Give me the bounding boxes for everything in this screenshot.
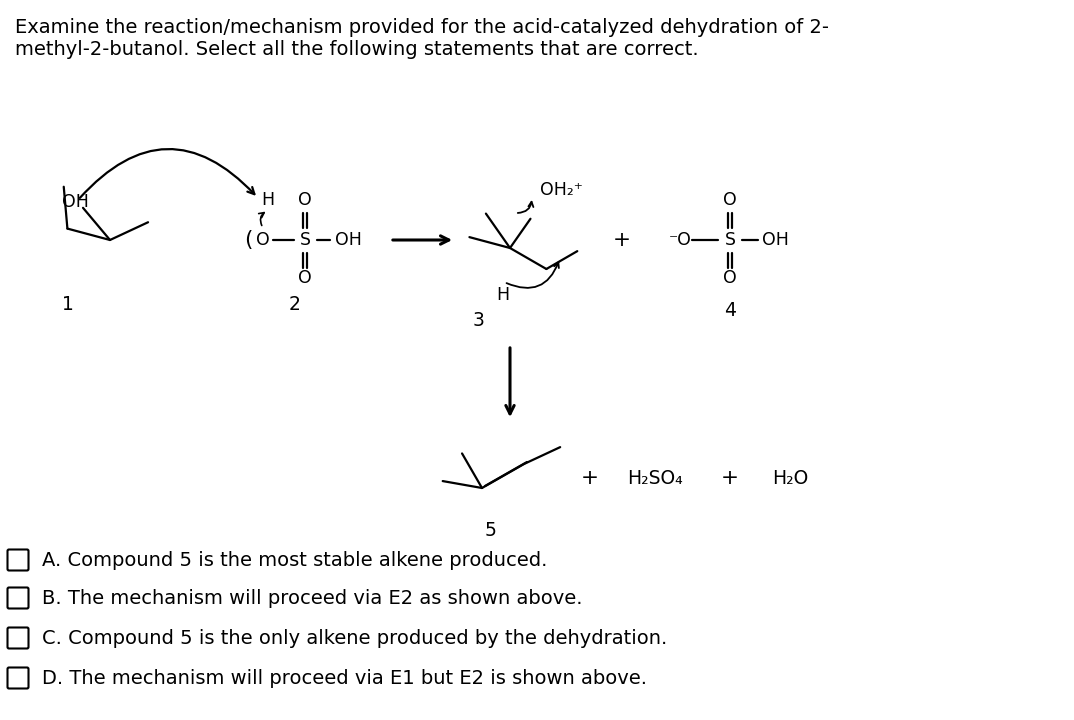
Text: 4: 4 (724, 300, 736, 320)
FancyBboxPatch shape (8, 628, 29, 649)
Text: O: O (299, 269, 311, 287)
Text: O: O (723, 191, 737, 209)
Text: S: S (725, 231, 736, 249)
Text: O: O (256, 231, 270, 249)
Text: (: ( (244, 230, 252, 250)
Text: A. Compound 5 is the most stable alkene produced.: A. Compound 5 is the most stable alkene … (42, 551, 548, 570)
Text: methyl-2-butanol. Select all the following statements that are correct.: methyl-2-butanol. Select all the followi… (15, 40, 698, 59)
Text: +: + (613, 230, 632, 250)
FancyBboxPatch shape (8, 588, 29, 608)
Text: ⁻O: ⁻O (668, 231, 692, 249)
FancyBboxPatch shape (8, 549, 29, 570)
Text: D. The mechanism will proceed via E1 but E2 is shown above.: D. The mechanism will proceed via E1 but… (42, 668, 647, 688)
Text: +: + (721, 468, 739, 488)
Text: Examine the reaction/mechanism provided for the acid-catalyzed dehydration of 2-: Examine the reaction/mechanism provided … (15, 18, 829, 37)
Text: OH: OH (62, 193, 89, 211)
Text: O: O (299, 191, 311, 209)
Text: +: + (581, 468, 599, 488)
FancyBboxPatch shape (8, 667, 29, 688)
Text: H₂SO₄: H₂SO₄ (627, 469, 683, 487)
Text: H: H (496, 286, 509, 304)
Text: C. Compound 5 is the only alkene produced by the dehydration.: C. Compound 5 is the only alkene produce… (42, 629, 667, 647)
Text: OH: OH (761, 231, 788, 249)
Text: O: O (723, 269, 737, 287)
Text: OH: OH (335, 231, 362, 249)
Text: OH₂⁺: OH₂⁺ (540, 181, 583, 199)
Text: 5: 5 (484, 521, 496, 539)
Text: S: S (300, 231, 310, 249)
Text: 2: 2 (289, 295, 301, 315)
Text: 1: 1 (62, 295, 74, 315)
Text: H₂O: H₂O (772, 469, 808, 487)
Text: H: H (261, 191, 275, 209)
Text: B. The mechanism will proceed via E2 as shown above.: B. The mechanism will proceed via E2 as … (42, 588, 582, 608)
Text: 3: 3 (473, 310, 484, 330)
